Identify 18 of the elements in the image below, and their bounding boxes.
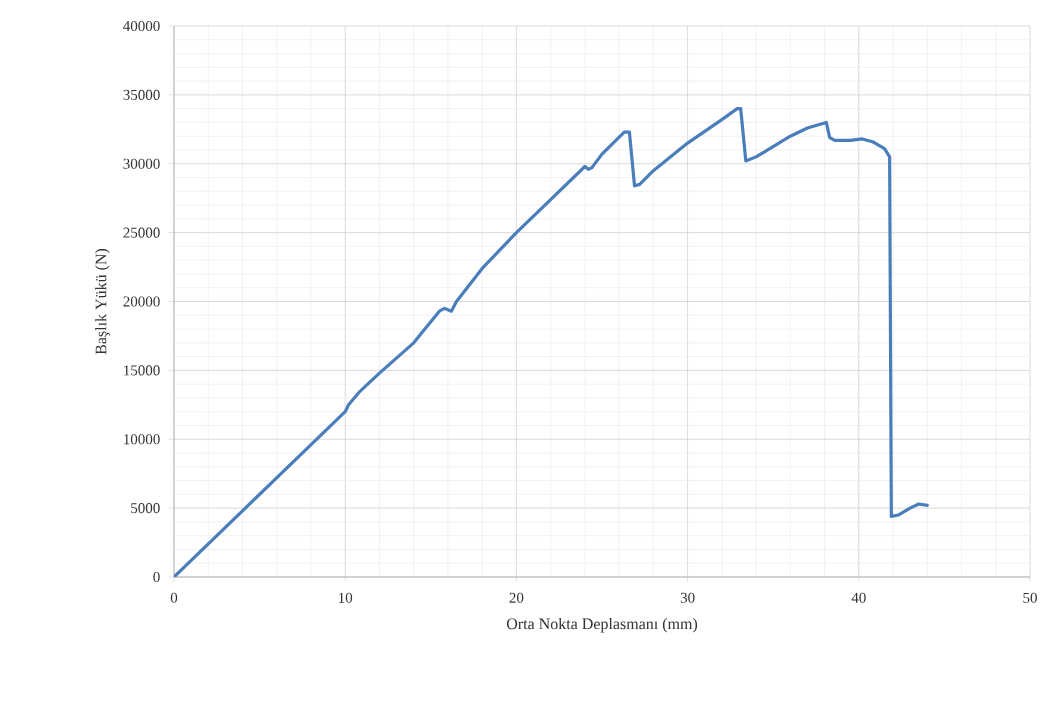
y-tick-label: 25000 [123, 227, 160, 238]
y-tick-label: 5000 [131, 503, 160, 514]
y-axis-title: Başlık Yükü (N) [95, 248, 110, 355]
y-tick-label: 40000 [123, 20, 160, 32]
x-tick-label: 20 [509, 592, 524, 603]
x-tick-label: 50 [1023, 592, 1037, 603]
y-tick-label: 35000 [123, 89, 160, 100]
y-tick-label: 15000 [124, 365, 160, 376]
x-tick-label: 10 [339, 592, 353, 603]
line-series [174, 107, 929, 577]
x-tick-label: 40 [851, 592, 866, 603]
y-tick-label: 20000 [123, 296, 160, 307]
x-tick-label: 30 [680, 592, 695, 603]
y-tick-label: 0 [153, 571, 160, 583]
x-axis-title: Orta Nokta Deplasmanı (mm) [506, 617, 698, 633]
x-tick-label: 0 [170, 592, 178, 603]
y-tick-label: 10000 [124, 434, 160, 445]
y-tick-label: 30000 [123, 158, 160, 169]
